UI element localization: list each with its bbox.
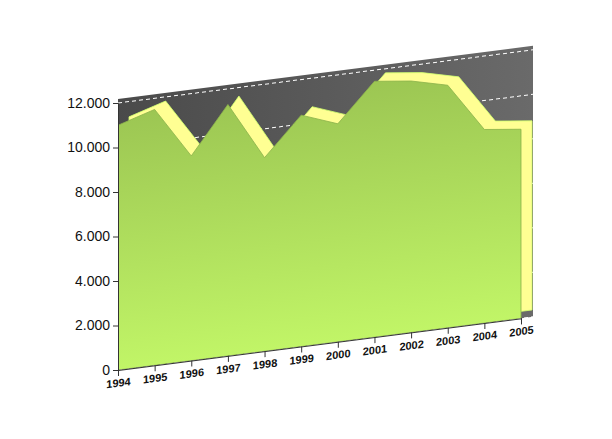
x-tick-mark [521, 318, 522, 324]
y-tick-label: 12.000 [67, 95, 110, 111]
plot-background [118, 46, 533, 370]
x-tick: 1996 [180, 359, 204, 381]
x-tick: 1999 [289, 345, 313, 367]
y-tick-mark [113, 192, 118, 193]
plot: 1994 1995 1996 1997 1998 1999 2000 2001 2002 2003… [106, 46, 533, 391]
x-tick-mark [411, 332, 412, 338]
x-tick-label: 1998 [253, 356, 277, 371]
chart: 1994 1995 1996 1997 1998 1999 2000 2001 2002 2003… [0, 0, 612, 439]
x-tick-mark [191, 361, 192, 367]
x-tick-mark [228, 356, 229, 362]
x-tick-mark [265, 351, 266, 357]
x-tick-label: 2005 [509, 324, 533, 339]
y-tick: 2.000 [75, 317, 118, 333]
x-tick-mark [374, 337, 375, 343]
x-tick-label: 1996 [180, 366, 204, 381]
x-tick-mark [155, 365, 156, 371]
x-axis: 1994 1995 1996 1997 1998 1999 2000 2001 2002 2003… [106, 317, 533, 391]
x-axis-line [119, 319, 522, 376]
y-tick: 4.000 [75, 273, 118, 289]
y-axis: 0 2.000 4.000 6.000 8.000 10.000 12.000 [67, 95, 118, 378]
y-tick-mark [113, 281, 118, 282]
x-tick-label: 2001 [363, 342, 387, 357]
x-tick-label: 1995 [143, 371, 167, 386]
x-tick: 1994 [106, 368, 131, 390]
y-tick-mark [113, 326, 118, 327]
y-tick: 8.000 [75, 184, 118, 200]
x-tick-label: 2002 [399, 338, 423, 353]
y-tick: 10.000 [67, 139, 118, 155]
y-tick-mark [113, 148, 118, 149]
y-axis-line [113, 104, 119, 371]
y-tick-label: 4.000 [75, 273, 110, 289]
x-tick: 2001 [363, 336, 387, 358]
x-tick: 2002 [399, 331, 423, 353]
x-tick-mark [484, 323, 485, 329]
x-tick: 1997 [216, 354, 240, 376]
x-tick: 2000 [326, 340, 350, 362]
x-tick: 1995 [143, 364, 167, 386]
y-tick-mark [113, 237, 118, 238]
y-tick-label: 2.000 [75, 317, 110, 333]
x-tick-mark [338, 342, 339, 348]
x-tick: 1998 [253, 350, 277, 372]
x-tick-label: 1999 [289, 352, 313, 367]
y-tick-label: 8.000 [75, 184, 110, 200]
marks [118, 54, 532, 370]
x-tick: 2003 [436, 326, 460, 348]
y-tick-mark [113, 103, 118, 104]
x-tick-label: 1994 [106, 375, 131, 390]
grid [118, 50, 533, 370]
x-tick-label: 1997 [216, 361, 240, 376]
y-tick-label: 6.000 [75, 228, 110, 244]
y-tick: 12.000 [67, 95, 118, 111]
y-tick: 6.000 [75, 228, 118, 244]
y-tick: 0 [102, 362, 118, 378]
x-tick: 2004 [473, 321, 498, 343]
x-tick-label: 2004 [473, 328, 498, 343]
x-tick-mark [448, 328, 449, 334]
x-tick-mark [301, 346, 302, 352]
x-tick-label: 2003 [436, 333, 460, 348]
area [118, 62, 521, 370]
y-tick-label: 0 [102, 362, 110, 378]
y-tick-label: 10.000 [67, 139, 110, 155]
x-tick: 2005 [509, 317, 533, 339]
y-tick-mark [113, 370, 118, 371]
x-tick-label: 2000 [326, 347, 350, 362]
